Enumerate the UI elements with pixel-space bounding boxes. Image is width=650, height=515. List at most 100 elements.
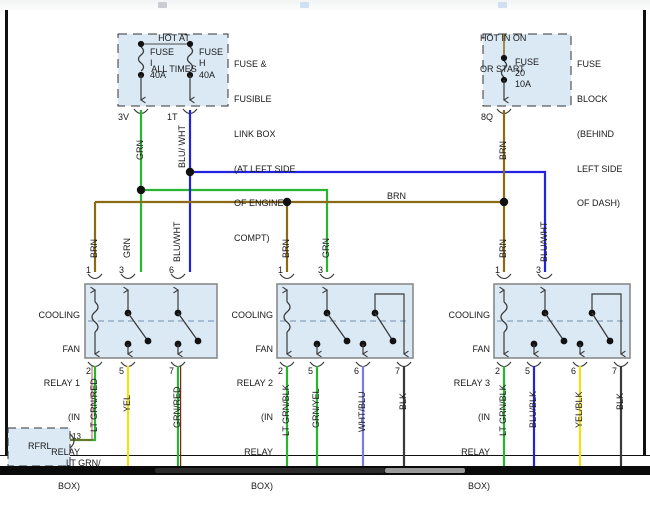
relay-3-wire-1: BRN — [498, 238, 508, 258]
caption-line: OF ENGINE — [234, 198, 284, 209]
relay-name-line: RELAY 3 — [453, 378, 490, 389]
relay-name-line: BOX) — [467, 480, 490, 491]
relay-3-pin-1: 1 — [495, 265, 501, 275]
caption-line: FUSIBLE — [234, 93, 272, 104]
caption-line: BLOCK — [577, 93, 608, 104]
page-footer-panel — [0, 455, 650, 467]
rfrl-pin-13: 13 — [72, 432, 81, 441]
page-frame-right — [643, 10, 646, 466]
relay-3-pin-5: 5 — [525, 366, 531, 376]
relay-2-pin-6: 6 — [354, 366, 360, 376]
relay-1-pin-6: 6 — [169, 265, 175, 275]
relay-1-name: COOLING FAN RELAY 1 (IN RELAY BOX) — [14, 287, 80, 515]
relay-3-pin-6: 6 — [571, 366, 577, 376]
relay-name-line: (IN — [261, 412, 273, 423]
relay-name-line: (IN — [68, 412, 80, 423]
relay-3-wire-6: YEL/BLK — [574, 391, 584, 428]
junction-dot — [136, 185, 146, 195]
relay-2-pin-5: 5 — [308, 366, 314, 376]
relay-1-wire-7: GRN/RED — [172, 386, 182, 428]
fuse-fusible-link-box-caption: FUSE & FUSIBLE LINK BOX (AT LEFT SIDE OF… — [234, 36, 354, 268]
relay-2-wire-6: WHT/BLU — [357, 391, 367, 433]
fuse-20-designator: 20 — [515, 68, 526, 78]
rfrl-wire-label: LT GRN/ — [66, 458, 101, 468]
relay-name-line: COOLING — [38, 309, 80, 320]
relay-name-line: RELAY — [51, 446, 80, 457]
brn-bus-label: BRN — [387, 191, 407, 201]
relay-name-line: RELAY 2 — [236, 378, 273, 389]
wire-brn-bus — [93, 110, 509, 272]
relay-3-pin-7: 7 — [612, 366, 618, 376]
hot-in-on-or-start-heading: HOT IN ON OR START — [480, 12, 600, 95]
wire-label-blu-wht: BLU/ WHT — [177, 124, 187, 168]
relay-2-name: COOLING FAN RELAY 2 (IN RELAY BOX) — [207, 287, 273, 515]
rfrl-label: RFRL — [28, 441, 52, 451]
relay-name-line: (IN — [478, 412, 490, 423]
relay-1-wire-5: YEL — [122, 394, 132, 412]
relay-1-pin-7: 7 — [169, 366, 175, 376]
relay-2-pin-7: 7 — [395, 366, 401, 376]
caption-line: COMPT) — [234, 233, 270, 244]
caption-line: LEFT SIDE — [577, 163, 623, 174]
relay-name-line: COOLING — [448, 309, 490, 320]
relay-2-wire-3: GRN — [321, 238, 331, 258]
junction-dot — [499, 197, 509, 207]
schematic-svg — [7, 33, 631, 467]
relay-2-wire-7: BLK — [398, 392, 408, 410]
relay-1-pin-2: 2 — [86, 366, 92, 376]
relay-1-pin-5: 5 — [119, 366, 125, 376]
relay-2-body — [276, 273, 414, 368]
caption-line: (BEHIND — [577, 128, 615, 139]
pin-id-8Q: 8Q — [481, 112, 494, 122]
fuse-H-designator: H — [199, 58, 206, 68]
relay-name-line: RELAY 1 — [43, 378, 80, 389]
relay-2-wire-1: BRN — [281, 238, 291, 258]
fuse-block — [482, 33, 572, 115]
relay-1-body — [84, 273, 218, 368]
wiring-diagram-page: HOT AT ALL TIMES FUSE & FUSIBLE LINK BOX… — [0, 0, 650, 491]
relay-name-line: FAN — [255, 344, 273, 355]
fuse-I-designator: I — [150, 58, 153, 68]
relay-name-line: RELAY — [461, 446, 490, 457]
relay-1-pin-1: 1 — [86, 265, 92, 275]
heading-line-1: HOT AT — [158, 32, 190, 43]
rfrl-connector-box — [7, 427, 75, 467]
wire-label-brn-source: BRN — [498, 140, 508, 160]
relay-1-pin-3: 3 — [119, 265, 125, 275]
relay-3-pin-3: 3 — [536, 265, 542, 275]
relay-3-body — [493, 273, 631, 368]
caption-line: OF DASH) — [577, 198, 621, 209]
pin-id-1T: 1T — [167, 112, 178, 122]
relay-name-line: FAN — [472, 344, 490, 355]
caption-line: FUSE — [577, 59, 602, 70]
heading-line-2: OR START — [480, 63, 525, 74]
relay-2-pin-3: 3 — [318, 265, 324, 275]
relay-3-wire-5: BLU/BLK — [528, 390, 538, 428]
relay-2-wire-5: GRN/YEL — [311, 388, 321, 428]
heading-line-1: HOT IN ON — [480, 32, 527, 43]
fuse-I-name: FUSE — [150, 47, 175, 57]
junction-dot — [282, 197, 292, 207]
wire-grn-fuse-I — [136, 110, 329, 272]
junction-dot — [185, 167, 195, 177]
relay-name-line: COOLING — [231, 309, 273, 320]
wire-label-grn: GRN — [135, 140, 145, 160]
relay-name-line: BOX) — [57, 480, 80, 491]
fuse-20-name: FUSE — [515, 57, 540, 67]
relay-2-output-wires — [285, 366, 406, 466]
bottom-scrollbar[interactable] — [0, 466, 650, 475]
relay-3-wire-7: BLK — [615, 392, 625, 410]
fuse-H-rating: 40A — [199, 70, 216, 80]
relay-3-output-wires — [502, 366, 623, 466]
relay-3-wire-2: LT GRN/BLK — [498, 384, 508, 436]
relay-name-line: RELAY — [244, 446, 273, 457]
fuse-I-rating: 40A — [150, 70, 167, 80]
relay-1-wire-6: BLU/WHT — [172, 221, 182, 263]
page-frame-left — [5, 10, 8, 466]
relay-3-name: COOLING FAN RELAY 3 (IN RELAY BOX) — [424, 287, 490, 515]
relay-1-wire-3: GRN — [122, 238, 132, 258]
relay-name-line: FAN — [62, 344, 80, 355]
browser-chrome-strip — [0, 0, 650, 10]
relay-2-pin-1: 1 — [278, 265, 284, 275]
caption-line: (AT LEFT SIDE — [234, 163, 296, 174]
